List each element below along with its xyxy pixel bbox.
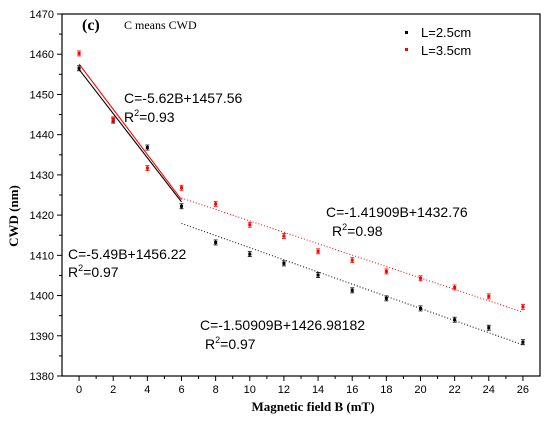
point-0-9 [384,296,388,300]
fit-r2-4-value: =0.97 [220,336,256,352]
x-tick-label-1: 2 [110,384,116,396]
fit-r2-2-exp: 2 [78,263,83,273]
fit-r2-3-value: =0.98 [347,223,383,239]
fit-r2-2-value: =0.97 [83,264,119,280]
x-tick-label-0: 0 [76,384,82,396]
fit-lines [78,63,524,346]
fit-r2-1-prefix: R [124,109,134,125]
x-tick-label-9: 18 [380,384,392,396]
legend: L=2.5cm L=3.5cm [405,25,471,58]
point-0-3 [180,204,183,208]
point-0-10 [419,306,422,310]
y-tick-label-2: 1400 [30,291,54,303]
fit-r2-2: R2=0.97 [68,263,119,280]
fit-r2-1-value: =0.93 [139,109,175,125]
y-tick-label-1: 1390 [30,331,54,343]
fit-r2-2-prefix: R [68,264,78,280]
fit-line-3 [181,197,524,313]
fit-equation-2: C=-5.49B+1456.22 [68,246,187,262]
point-1-0 [77,51,81,55]
point-1-11 [453,286,457,290]
plot-frame [61,13,541,377]
x-tick-label-7: 14 [312,384,324,396]
x-tick-label-13: 26 [517,384,529,396]
x-tick-label-11: 22 [449,384,461,396]
point-0-0 [77,66,81,70]
fit-annotation-1: C=-5.62B+1457.56 R2=0.93 [124,90,243,125]
fit-equation-4: C=-1.50909B+1426.98182 [200,317,365,333]
point-0-13 [521,340,525,344]
fit-annotation-4: C=-1.50909B+1426.98182 R2=0.97 [200,317,365,352]
x-axis-title: Magnetic field B (mT) [251,399,374,414]
point-1-4 [214,202,218,206]
point-0-8 [350,288,354,292]
y-tick-label-5: 1430 [30,170,54,182]
x-tick-label-8: 16 [346,384,358,396]
point-1-3 [180,186,183,190]
x-tick-label-6: 12 [278,384,290,396]
y-tick-label-4: 1420 [30,210,54,222]
point-0-4 [214,240,218,244]
point-1-9 [384,269,388,273]
fit-equation-3: C=-1.41909B+1432.76 [326,204,468,220]
fit-annotation-2: C=-5.49B+1456.22 R2=0.97 [68,246,187,280]
axis-ticks: 0 2 4 6 8 10 12 14 16 18 20 22 24 2613801390140014101… [30,9,530,396]
point-0-7 [316,273,320,277]
y-tick-label-6: 1440 [30,130,54,142]
point-1-5 [248,223,252,227]
y-tick-label-8: 1460 [30,49,54,61]
fit-annotation-3: C=-1.41909B+1432.76 R2=0.98 [326,204,468,239]
point-0-2 [145,146,149,150]
point-1-13 [521,305,525,309]
point-1-6 [282,234,286,238]
x-tick-label-10: 20 [414,384,426,396]
y-tick-label-0: 1380 [30,371,54,383]
point-1-8 [350,258,354,262]
point-1-2 [145,166,149,170]
legend-label-l35: L=3.5cm [421,43,471,58]
point-1-1 [111,117,115,121]
x-tick-label-12: 24 [483,384,495,396]
y-tick-label-7: 1450 [30,89,54,101]
y-axis-title: CWD (nm) [6,185,21,247]
point-0-12 [487,326,491,330]
fit-line-4 [181,222,524,346]
fit-line-1 [78,63,182,200]
fit-r2-4-prefix: R [205,336,215,352]
fit-r2-1: R2=0.93 [124,108,175,125]
point-0-11 [453,318,457,322]
fit-r2-3: R2=0.98 [332,222,383,239]
point-0-5 [248,252,252,256]
legend-marker-l35 [405,48,408,51]
x-tick-label-5: 10 [244,384,256,396]
fit-r2-4-exp: 2 [215,335,220,345]
data-points [77,50,525,346]
legend-marker-l25 [405,31,408,34]
point-1-12 [487,294,491,298]
point-1-7 [316,249,320,253]
point-1-10 [419,276,422,280]
fit-r2-3-exp: 2 [342,222,347,232]
fit-line-2 [78,69,182,203]
fit-r2-4: R2=0.97 [205,335,256,352]
panel-label: (c) [82,17,100,34]
y-tick-label-3: 1410 [30,250,54,262]
point-0-6 [282,261,286,265]
chart-note: C means CWD [124,18,197,32]
legend-label-l25: L=2.5cm [421,25,471,40]
x-tick-label-2: 4 [144,384,150,396]
fit-r2-1-exp: 2 [134,108,139,118]
x-tick-label-3: 6 [178,384,184,396]
x-tick-label-4: 8 [213,384,219,396]
y-tick-label-9: 1470 [30,9,54,21]
fit-equation-1: C=-5.62B+1457.56 [124,90,243,106]
fit-r2-3-prefix: R [332,223,342,239]
